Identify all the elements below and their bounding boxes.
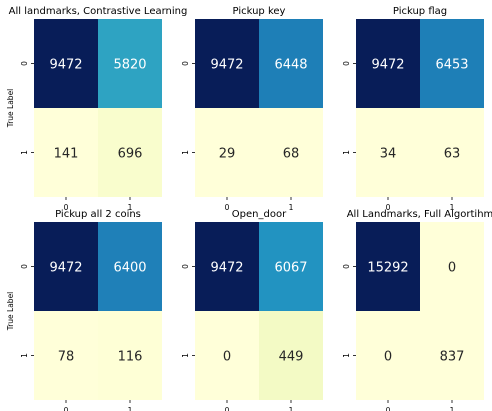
y-tick-label: 0: [342, 61, 351, 66]
x-tick-label: 0: [64, 406, 69, 411]
heatmap-cell: [98, 311, 162, 400]
x-tick-label: 0: [225, 203, 230, 212]
x-tick-label: 0: [386, 203, 391, 212]
cell-value-label: 449: [279, 350, 304, 365]
heatmap-cell: [195, 311, 259, 400]
x-tick-label: 1: [450, 406, 455, 411]
cell-value-label: 5820: [113, 58, 146, 73]
heatmap-cell: [98, 108, 162, 197]
cell-value-label: 6453: [435, 58, 468, 73]
heatmap-cell: [34, 108, 98, 197]
y-tick-label: 1: [20, 150, 29, 155]
x-tick-label: 1: [289, 406, 294, 411]
cell-value-label: 9472: [210, 261, 243, 276]
panel-title: Pickup all 2 coins: [55, 209, 141, 220]
heatmap-panel-6: 15292 0 0 837 All Landmarks, Full Algortihm 0…: [342, 209, 492, 411]
x-tick-label: 0: [386, 406, 391, 411]
x-tick-label: 0: [225, 406, 230, 411]
x-tick-label: 1: [289, 203, 294, 212]
x-tick-label: 0: [64, 203, 69, 212]
cell-value-label: 0: [223, 350, 231, 365]
x-tick-label: 1: [450, 203, 455, 212]
y-tick-label: 0: [20, 61, 29, 66]
cell-value-label: 6400: [113, 261, 146, 276]
y-axis-label: True Label: [6, 89, 15, 129]
y-tick-label: 1: [20, 353, 29, 358]
cell-value-label: 9472: [49, 58, 82, 73]
y-tick-label: 1: [181, 353, 190, 358]
y-tick-label: 1: [342, 353, 351, 358]
panel-title: All landmarks, Contrastive Learning: [9, 6, 188, 17]
cell-value-label: 116: [118, 350, 143, 365]
heatmap-cell: [34, 311, 98, 400]
heatmap-cell: [420, 19, 484, 108]
panel-title: Open_door: [232, 209, 287, 220]
heatmap-cell: [195, 108, 259, 197]
y-tick-label: 0: [20, 264, 29, 269]
panel-title: Pickup flag: [393, 6, 447, 17]
x-tick-label: 1: [128, 203, 133, 212]
heatmap-panel-1: 9472 5820 141 696 All landmarks, Contrastive…: [6, 6, 187, 212]
y-tick-label: 1: [342, 150, 351, 155]
heatmap-panel-2: 9472 6448 29 68 Pickup key 0 1 0 1: [181, 6, 323, 212]
heatmap-cell: [259, 311, 323, 400]
y-tick-label: 0: [342, 264, 351, 269]
cell-value-label: 9472: [371, 58, 404, 73]
panel-title: Pickup key: [233, 6, 286, 17]
cell-value-label: 63: [444, 147, 461, 162]
cell-value-label: 141: [54, 147, 79, 162]
heatmap-cell: [420, 222, 484, 311]
heatmap-cell: [98, 222, 162, 311]
heatmap-cell: [356, 222, 420, 311]
heatmap-cell: [34, 19, 98, 108]
cell-value-label: 0: [384, 350, 392, 365]
heatmap-cell: [259, 108, 323, 197]
cell-value-label: 6448: [274, 58, 307, 73]
heatmap-cell: [195, 222, 259, 311]
x-tick-label: 1: [128, 406, 133, 411]
y-tick-label: 1: [181, 150, 190, 155]
panel-title: All Landmarks, Full Algortihm: [347, 209, 492, 220]
cell-value-label: 0: [448, 261, 456, 276]
cell-value-label: 78: [58, 350, 75, 365]
heatmap-cell: [259, 222, 323, 311]
cell-value-label: 696: [118, 147, 143, 162]
y-tick-label: 0: [181, 61, 190, 66]
cell-value-label: 15292: [367, 261, 408, 276]
cell-value-label: 9472: [210, 58, 243, 73]
heatmap-cell: [420, 311, 484, 400]
cell-value-label: 6067: [274, 261, 307, 276]
heatmap-cell: [356, 19, 420, 108]
cell-value-label: 837: [440, 350, 465, 365]
cell-value-label: 68: [283, 147, 300, 162]
heatmap-cell: [356, 311, 420, 400]
heatmap-panel-3: 9472 6453 34 63 Pickup flag 0 1 0 1: [342, 6, 484, 212]
y-axis-label: True Label: [6, 292, 15, 332]
heatmap-cell: [98, 19, 162, 108]
heatmap-cell: [356, 108, 420, 197]
cell-value-label: 29: [219, 147, 236, 162]
heatmap-cell: [420, 108, 484, 197]
heatmap-cell: [259, 19, 323, 108]
y-tick-label: 0: [181, 264, 190, 269]
heatmap-cell: [34, 222, 98, 311]
cell-value-label: 34: [380, 147, 397, 162]
cell-value-label: 9472: [49, 261, 82, 276]
heatmap-cell: [195, 19, 259, 108]
